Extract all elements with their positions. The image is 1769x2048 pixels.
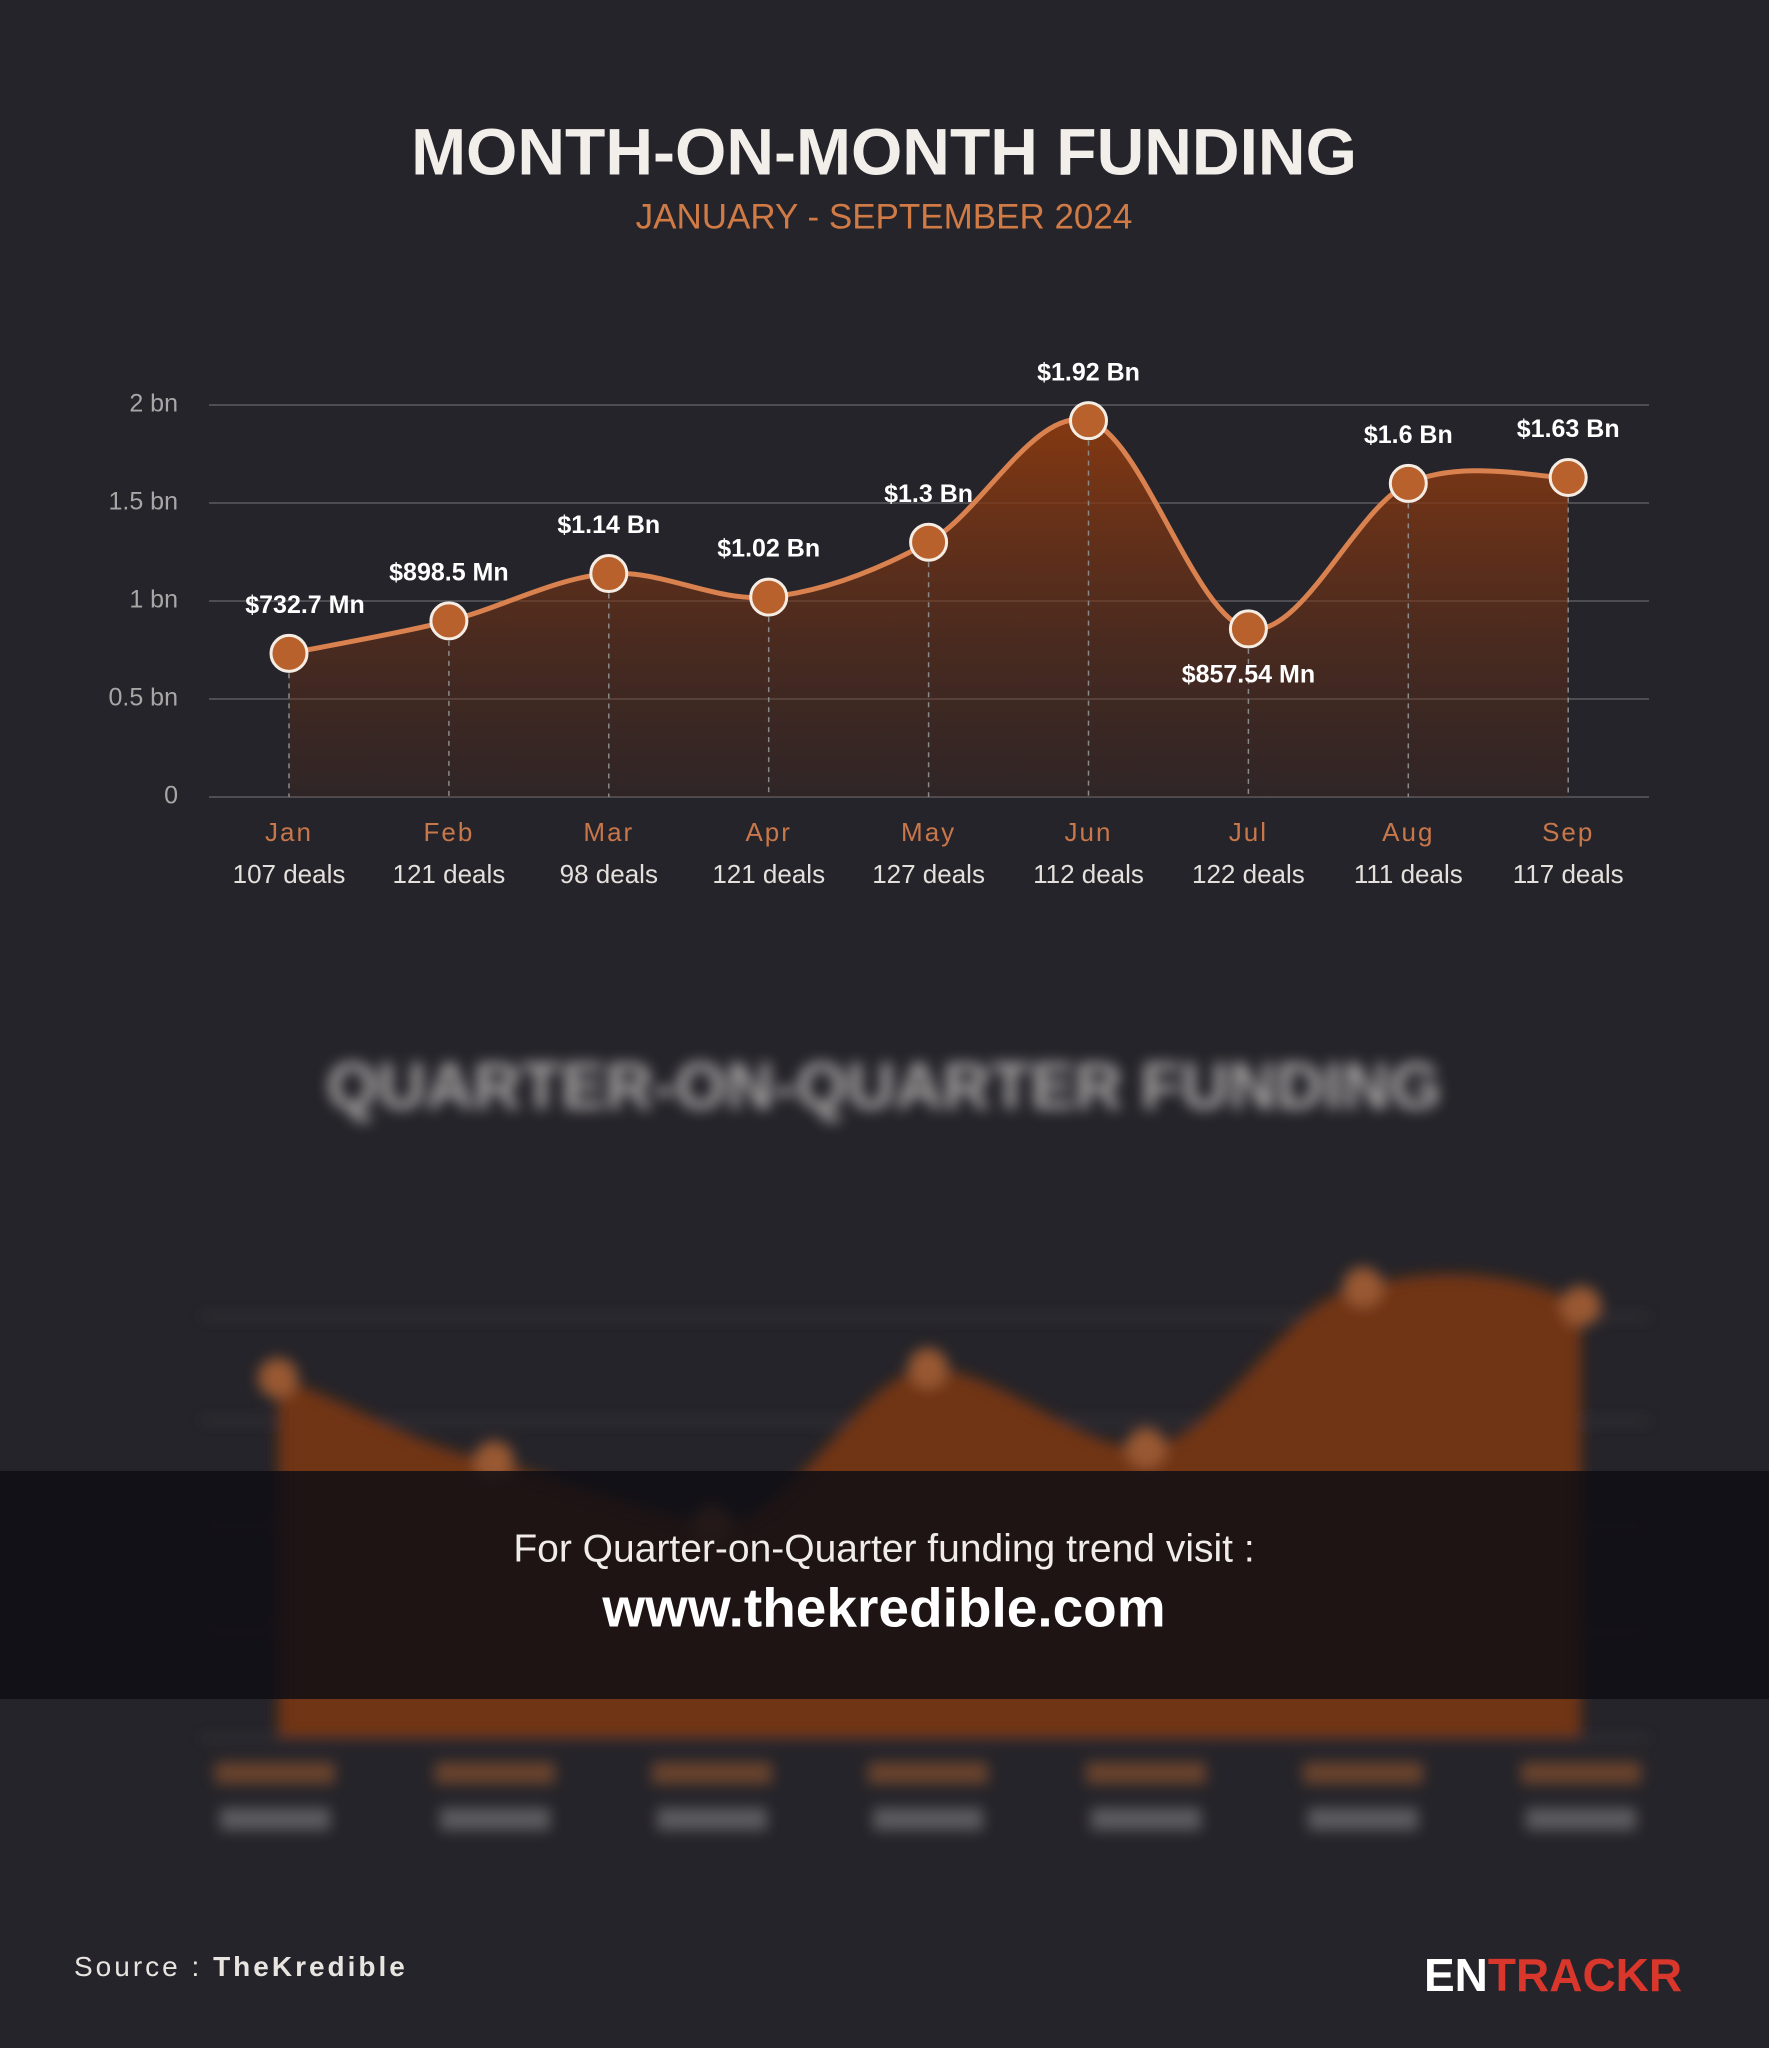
data-point — [1548, 458, 1588, 498]
x-sublabel: 127 deals — [872, 859, 985, 889]
logo: ENTRACKR — [1424, 1949, 1682, 2001]
data-point — [909, 522, 949, 562]
value-label: $1.92 Bn — [1037, 358, 1140, 386]
x-tick-label: Mar — [583, 817, 634, 847]
value-label: $857.54 Mn — [1182, 661, 1315, 689]
y-tick-label: 1.5 bn — [108, 488, 178, 516]
x-sublabel: 98 deals — [560, 859, 658, 889]
chart-title: MONTH-ON-MONTH FUNDING — [411, 114, 1357, 188]
value-label: $1.02 Bn — [717, 535, 820, 563]
x-tick-label: Jan — [265, 817, 313, 847]
value-label: $1.14 Bn — [557, 511, 660, 539]
logo-en: EN — [1424, 1949, 1488, 2001]
logo-trackr: TRACKR — [1488, 1949, 1682, 2001]
data-point — [749, 577, 789, 617]
value-label: $1.63 Bn — [1517, 415, 1620, 443]
x-tick-label: May — [901, 817, 956, 847]
x-sublabel: 111 deals — [1354, 859, 1463, 889]
data-point — [429, 601, 469, 641]
x-tick-label: Apr — [745, 817, 791, 847]
x-tick-label: Aug — [1382, 817, 1434, 847]
value-label: $1.3 Bn — [884, 480, 973, 508]
source-prefix: Source : — [74, 1951, 202, 1982]
value-label: $732.7 Mn — [245, 591, 365, 619]
value-label: $898.5 Mn — [389, 559, 509, 587]
x-tick-label: Sep — [1542, 817, 1594, 847]
overlay-link[interactable]: www.thekredible.com — [601, 1577, 1165, 1639]
y-tick-label: 1 bn — [129, 586, 178, 614]
x-sublabel: 122 deals — [1192, 859, 1305, 889]
blurred-title: QUARTER-ON-QUARTER FUNDING — [327, 1048, 1442, 1122]
data-point — [589, 554, 629, 594]
value-label: $1.6 Bn — [1364, 421, 1453, 449]
x-sublabel: 117 deals — [1513, 859, 1624, 889]
x-sublabel: 121 deals — [393, 859, 506, 889]
source-name: TheKredible — [213, 1951, 408, 1982]
x-tick-label: Jul — [1229, 817, 1268, 847]
data-point — [269, 633, 309, 673]
y-tick-label: 0 — [164, 782, 178, 810]
source-label: Source : TheKredible — [74, 1951, 408, 1982]
overlay-band — [0, 1471, 1769, 1699]
data-line — [288, 416, 1569, 656]
y-tick-label: 2 bn — [129, 390, 178, 418]
y-tick-label: 0.5 bn — [108, 684, 178, 712]
x-sublabel: 107 deals — [233, 859, 346, 889]
overlay-text: For Quarter-on-Quarter funding trend vis… — [513, 1527, 1254, 1570]
chart-subtitle: JANUARY - SEPTEMBER 2024 — [636, 197, 1133, 236]
data-point — [1228, 609, 1268, 649]
x-tick-label: Jun — [1065, 817, 1113, 847]
x-tick-label: Feb — [423, 817, 474, 847]
data-point — [1388, 463, 1428, 503]
x-sublabel: 121 deals — [712, 859, 825, 889]
x-sublabel: 112 deals — [1033, 859, 1144, 889]
data-point — [1069, 401, 1108, 441]
